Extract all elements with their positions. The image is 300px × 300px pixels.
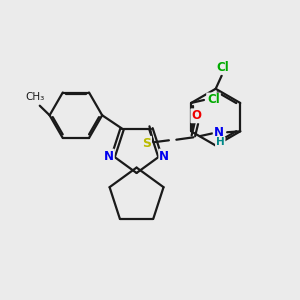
Text: O: O [191, 109, 201, 122]
Text: S: S [142, 137, 151, 150]
Text: H: H [216, 137, 225, 147]
Text: CH₃: CH₃ [25, 92, 44, 102]
Text: Cl: Cl [207, 94, 220, 106]
Text: N: N [214, 126, 224, 139]
Text: N: N [104, 150, 114, 163]
Text: N: N [159, 150, 169, 163]
Text: Cl: Cl [217, 61, 230, 74]
